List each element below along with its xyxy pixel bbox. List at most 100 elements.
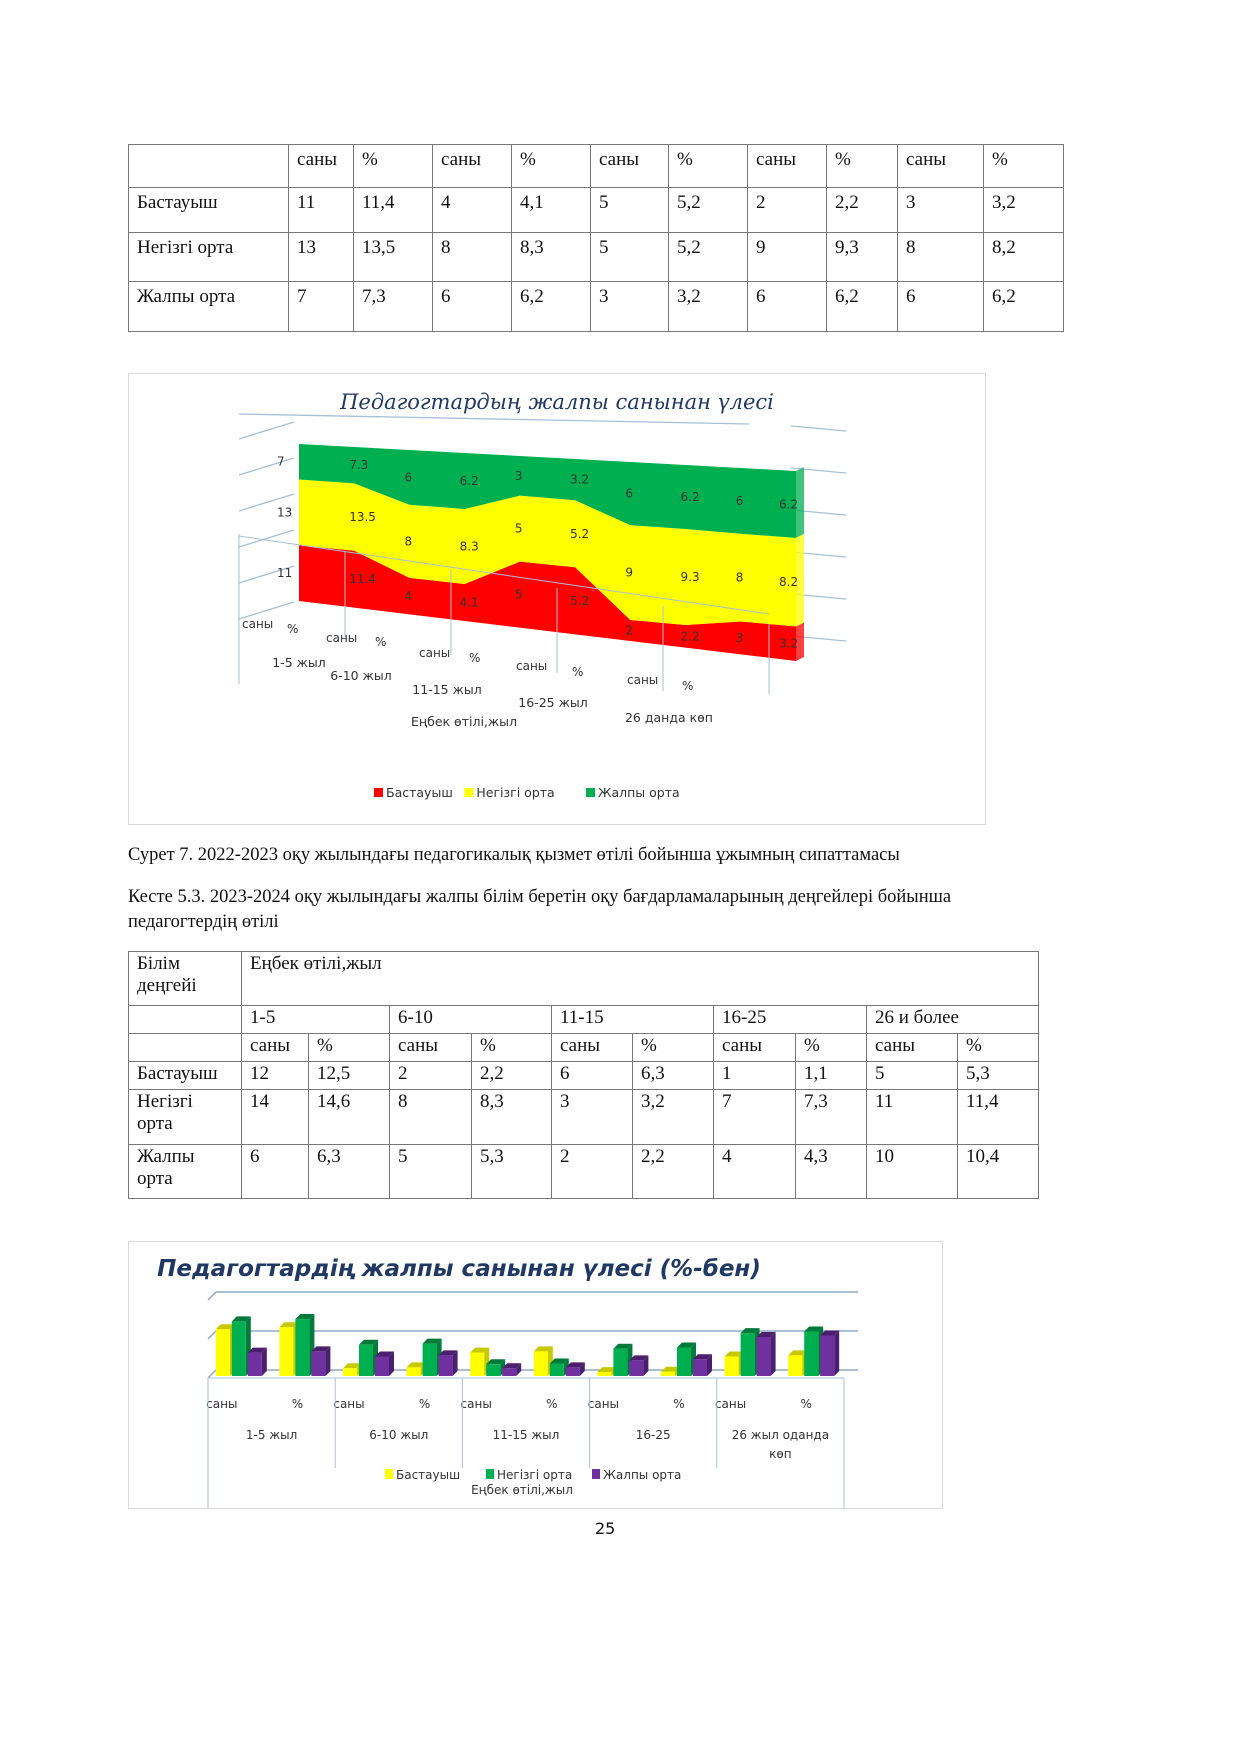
data-label: 8.2 bbox=[779, 575, 798, 589]
data-label: 3.2 bbox=[570, 473, 589, 487]
bar-top bbox=[311, 1346, 331, 1352]
table-cell: 7 bbox=[288, 281, 354, 332]
data-label: 8 bbox=[736, 571, 744, 585]
bar-top bbox=[422, 1338, 442, 1344]
legend-label: Негізгі орта bbox=[497, 1468, 572, 1482]
bar bbox=[788, 1355, 803, 1376]
table-row: Жалпы орта 7 7,3 6 6,2 3 3,2 6 6,2 6 6,2 bbox=[128, 281, 1064, 332]
table-cell: 5 bbox=[590, 187, 669, 233]
x-group-label: 11-15 жыл bbox=[493, 1428, 560, 1442]
sub-header: % bbox=[795, 1033, 867, 1062]
bar-top bbox=[502, 1363, 522, 1369]
table-cell: 14,6 bbox=[308, 1089, 390, 1145]
table-cell: 3 bbox=[551, 1089, 633, 1145]
bar-top bbox=[533, 1346, 553, 1352]
table-cell: 6 bbox=[897, 281, 984, 332]
table-caption-line1: Кесте 5.3. 2023-2024 оқу жылындағы жалпы… bbox=[128, 887, 952, 907]
data-label: 11.4 bbox=[349, 572, 376, 586]
table-row: Негізгі орта 13 13,5 8 8,3 5 5,2 9 9,3 8 8,2 bbox=[128, 232, 1064, 282]
table-cell: 7 bbox=[713, 1089, 796, 1145]
area-band-3 bbox=[299, 444, 796, 538]
x-group-label: 26 данда көп bbox=[625, 710, 713, 725]
data-label: 5.2 bbox=[570, 594, 589, 608]
x-tick-label: % bbox=[287, 622, 298, 636]
table-cell: 9 bbox=[747, 232, 827, 282]
data-label: 7 bbox=[277, 455, 285, 469]
bar bbox=[549, 1363, 564, 1376]
table-cell: 8 bbox=[897, 232, 984, 282]
data-label: 5.2 bbox=[570, 527, 589, 541]
table-cell: 7,3 bbox=[795, 1089, 867, 1145]
page-number: 25 bbox=[595, 1519, 616, 1538]
x-tick-label: саны bbox=[461, 1397, 492, 1411]
table-row: Жалпы орта 6 6,3 5 5,3 2 2,2 4 4,3 10 10,4 bbox=[128, 1144, 1040, 1199]
sub-header: % bbox=[308, 1033, 390, 1062]
table-cell: 5 bbox=[389, 1144, 472, 1199]
bar bbox=[629, 1360, 644, 1376]
bar-top bbox=[247, 1347, 267, 1353]
bar bbox=[295, 1319, 310, 1376]
bar-top bbox=[597, 1367, 617, 1373]
bar bbox=[311, 1351, 326, 1376]
gridline bbox=[207, 1369, 217, 1379]
bar-top bbox=[406, 1362, 426, 1368]
legend-swatch bbox=[586, 788, 595, 797]
bar bbox=[677, 1347, 691, 1376]
table-cell: 4,1 bbox=[511, 187, 591, 233]
bar-side bbox=[579, 1362, 585, 1376]
table-cell: 12 bbox=[241, 1061, 309, 1090]
empty-cell bbox=[128, 1033, 242, 1062]
data-label: 2.2 bbox=[681, 629, 700, 643]
legend-label: Жалпы орта bbox=[603, 1468, 681, 1482]
table-cell: 4 bbox=[713, 1144, 796, 1199]
table-cell: 6,2 bbox=[983, 281, 1064, 332]
column-header: % bbox=[511, 144, 591, 188]
bar-side bbox=[770, 1332, 776, 1376]
bar-top bbox=[438, 1350, 458, 1356]
bar-side bbox=[834, 1330, 840, 1376]
legend-swatch bbox=[592, 1469, 600, 1479]
table-cell: 8,3 bbox=[511, 232, 591, 282]
chart-title: Педагогтардың жалпы санынан үлесі bbox=[339, 390, 774, 414]
data-label: 6 bbox=[625, 487, 633, 501]
bar bbox=[804, 1331, 819, 1376]
table-cell: 5 bbox=[866, 1061, 958, 1090]
x-group-label: 16-25 bbox=[636, 1428, 671, 1442]
x-group-label: 6-10 жыл bbox=[369, 1428, 428, 1442]
sub-header: саны bbox=[866, 1033, 958, 1062]
bar bbox=[613, 1348, 628, 1376]
bar-side bbox=[516, 1363, 522, 1376]
bar bbox=[693, 1359, 707, 1376]
bar-side bbox=[325, 1346, 331, 1376]
data-label: 4 bbox=[404, 589, 412, 603]
area-band-1 bbox=[299, 545, 796, 661]
sub-header: саны bbox=[551, 1033, 633, 1062]
data-label: 6.2 bbox=[779, 497, 798, 511]
bar-top bbox=[343, 1363, 362, 1369]
sub-header: саны bbox=[389, 1033, 472, 1062]
axis-baseline bbox=[238, 535, 770, 615]
table-row: Бастауыш 11 11,4 4 4,1 5 5,2 2 2,2 3 3,2 bbox=[128, 187, 1064, 233]
gridline bbox=[238, 565, 295, 584]
bar-top bbox=[693, 1354, 712, 1360]
area-band-2 bbox=[299, 479, 796, 627]
table-cell: 6,3 bbox=[632, 1061, 714, 1090]
gridline bbox=[238, 421, 295, 440]
table-cell: 3,2 bbox=[632, 1089, 714, 1145]
bar-top bbox=[295, 1314, 315, 1320]
x-tick-label: саны bbox=[242, 617, 273, 631]
table-cell: 4,3 bbox=[795, 1144, 867, 1199]
area-chart-figure: Педагогтардың жалпы санынан үлесі 11 11.4 4… bbox=[128, 373, 986, 825]
table-cell: 8 bbox=[432, 232, 512, 282]
x-tick-label: саны bbox=[516, 659, 547, 673]
table-cell: 6 bbox=[551, 1061, 633, 1090]
column-header: % bbox=[983, 144, 1064, 188]
table-cell: 1,1 bbox=[795, 1061, 867, 1090]
legend-label: Негізгі орта bbox=[476, 785, 554, 800]
x-tick-label: % bbox=[469, 651, 480, 665]
area-side-face bbox=[796, 467, 804, 538]
bar bbox=[661, 1371, 675, 1376]
data-label: 13 bbox=[277, 505, 292, 519]
bar bbox=[231, 1321, 246, 1376]
table-cell: 6,2 bbox=[826, 281, 898, 332]
